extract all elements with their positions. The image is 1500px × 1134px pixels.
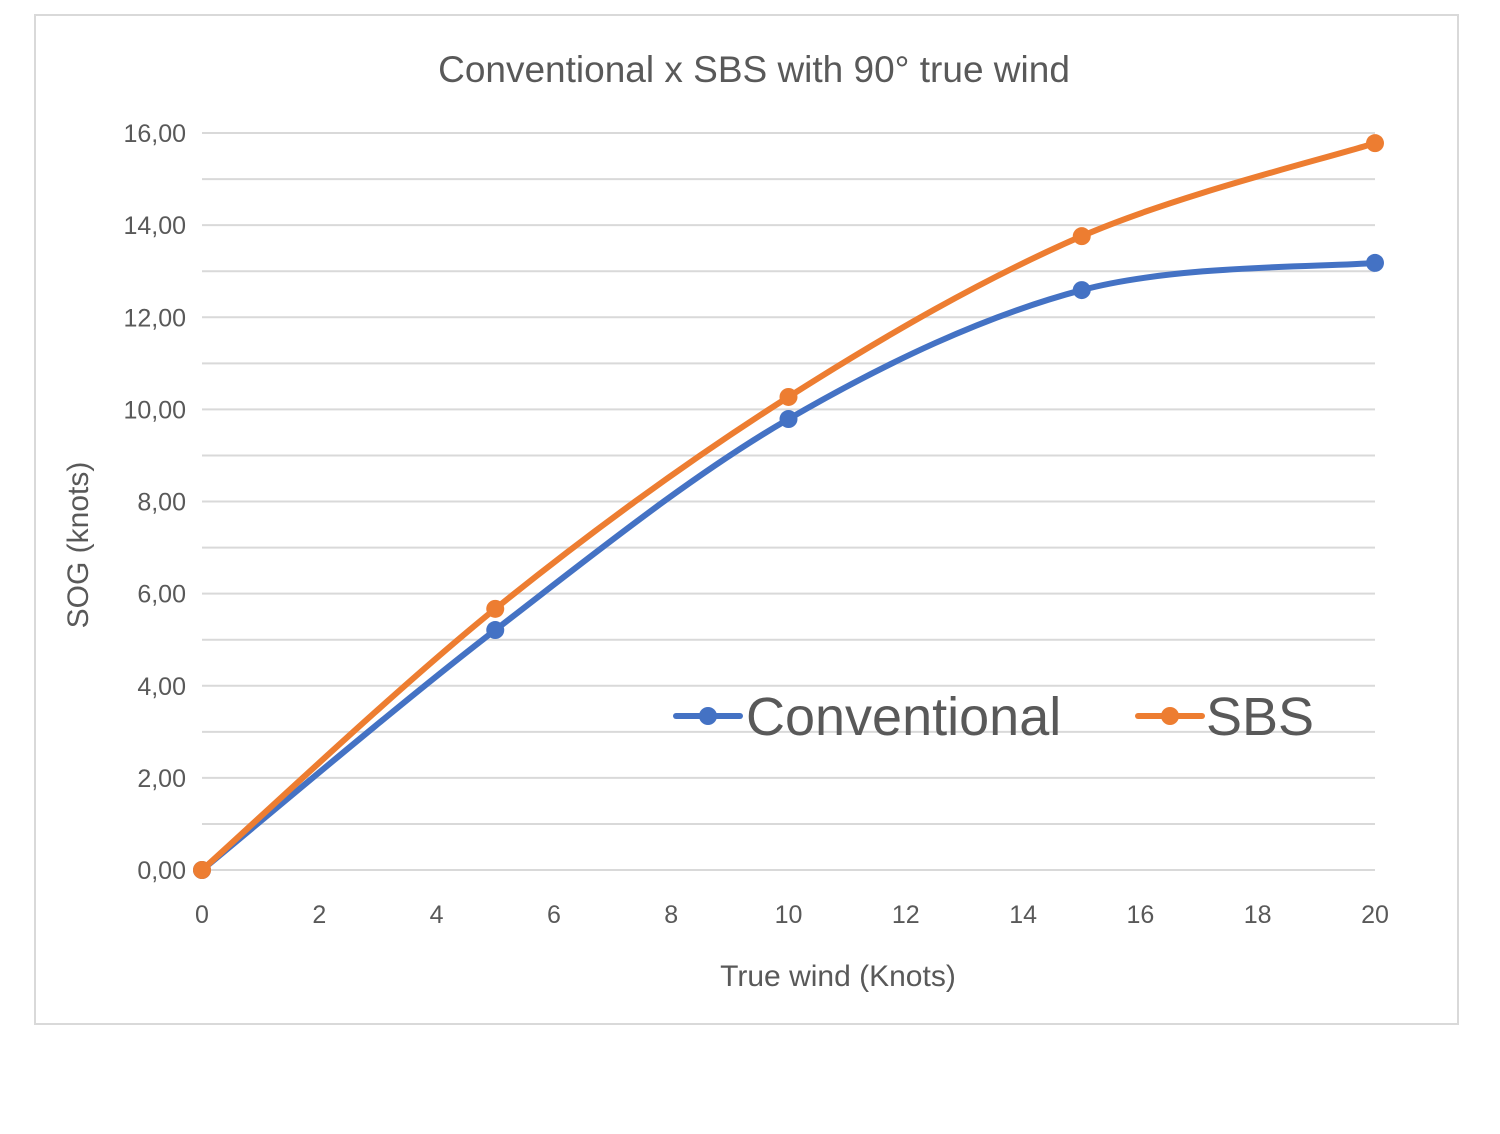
y-tick-label: 4,00	[137, 673, 186, 701]
x-tick-label: 16	[1126, 901, 1154, 929]
legend-marker-conventional	[699, 707, 717, 725]
y-tick-label: 2,00	[137, 765, 186, 793]
legend-item-conventional: Conventional	[673, 687, 1061, 747]
data-point-sbs	[486, 599, 505, 618]
x-tick-label: 6	[547, 901, 561, 929]
x-tick-label: 14	[1009, 901, 1037, 929]
data-point-sbs	[1366, 134, 1384, 153]
x-tick-label: 20	[1361, 901, 1389, 929]
series-sbs	[193, 134, 1384, 879]
data-point-sbs	[779, 387, 798, 406]
data-point-conventional	[779, 410, 798, 429]
legend-marker-sbs	[1161, 707, 1179, 725]
legend: Conventional SBS	[673, 687, 1314, 747]
y-tick-label: 0,00	[137, 857, 186, 885]
y-tick-label: 10,00	[123, 396, 186, 424]
x-axis-title: True wind (Knots)	[720, 960, 956, 993]
legend-item-sbs: SBS	[1135, 687, 1314, 747]
chart-title: Conventional x SBS with 90° true wind	[438, 49, 1070, 90]
y-tick-label: 8,00	[137, 489, 186, 517]
x-tick-label: 10	[775, 901, 803, 929]
series	[193, 134, 1384, 879]
chart-frame	[34, 14, 1459, 1025]
series-line-sbs	[199, 140, 1378, 873]
data-point-sbs	[1072, 227, 1091, 246]
series-conventional	[193, 253, 1384, 879]
y-tick-label: 12,00	[123, 304, 186, 332]
legend-label-conventional: Conventional	[746, 687, 1061, 747]
gridlines	[202, 132, 1375, 871]
x-tick-label: 18	[1244, 901, 1272, 929]
y-axis-ticks: 0,00 2,00 4,00 6,00 8,00 10,00 12,00 14,00 16,00	[123, 120, 186, 885]
data-point-conventional	[486, 621, 505, 640]
y-tick-label: 16,00	[123, 120, 186, 148]
x-tick-label: 8	[664, 901, 678, 929]
data-point-conventional	[1366, 253, 1384, 272]
x-axis-ticks: 0 2 4 6 8 10 12 14 16 18 20	[195, 901, 1389, 929]
y-tick-label: 6,00	[137, 581, 186, 609]
x-tick-label: 4	[430, 901, 444, 929]
series-line-conventional	[199, 259, 1378, 873]
x-tick-label: 2	[312, 901, 326, 929]
x-tick-label: 12	[892, 901, 920, 929]
legend-label-sbs: SBS	[1206, 687, 1314, 747]
data-point-sbs	[193, 861, 211, 879]
data-point-conventional	[1072, 281, 1091, 300]
x-tick-label: 0	[195, 901, 209, 929]
y-axis-title: SOG (knots)	[62, 462, 95, 629]
y-tick-label: 14,00	[123, 212, 186, 240]
